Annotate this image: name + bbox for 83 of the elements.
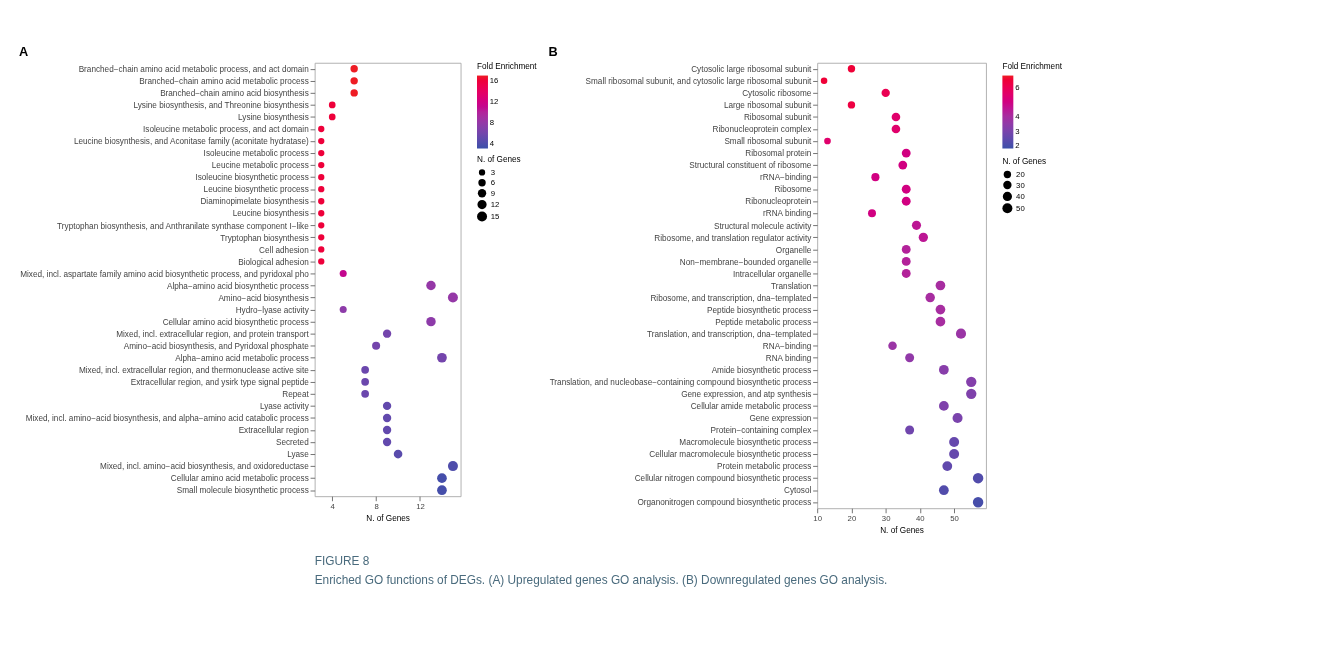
y-tick-label: Leucine metabolic process xyxy=(211,161,309,171)
caption: FIGURE 8 xyxy=(314,554,370,569)
y-tick-label: RNA−binding xyxy=(762,341,812,351)
y-tick-label: rRNA binding xyxy=(763,209,812,219)
y-tick-label: Diaminopimelate biosynthesis xyxy=(200,197,309,207)
y-tick-label: Alpha−amino acid metabolic process xyxy=(175,353,309,363)
y-tick-label: Cytosol xyxy=(783,486,812,496)
y-tick-label: Cytosolic large ribosomal subunit xyxy=(691,64,813,74)
y-tick-label: Organonitrogen compound biosynthetic process xyxy=(637,498,812,508)
y-tick-label: Cellular amino acid metabolic process xyxy=(170,474,309,484)
y-tick-label: Cytosolic ribosome xyxy=(742,89,812,99)
y-tick-label: Ribosome, and transcription, dna−templated xyxy=(650,293,812,303)
y-tick-label: Repeat xyxy=(282,390,310,400)
y-tick-label: Isoleucine metabolic process xyxy=(203,149,309,159)
legend-title: N. of Genes xyxy=(477,155,521,165)
y-tick-label: Lysine biosynthesis xyxy=(238,113,309,123)
y-tick-label: Leucine biosynthesis, and Aconitase family (aconitate hydratase) xyxy=(73,137,310,147)
y-tick-label: Ribonucleoprotein xyxy=(745,197,812,207)
y-tick-label: Translation, and transcription, dna−templated xyxy=(647,329,812,339)
y-tick-label: Organelle xyxy=(775,245,812,255)
y-tick-label: Lyase activity xyxy=(259,402,310,412)
y-tick-label: RNA binding xyxy=(765,353,812,363)
y-tick-label: Extracellular region xyxy=(238,426,310,436)
y-tick-label: Hydro−lyase activity xyxy=(235,305,310,315)
y-tick-label: Protein metabolic process xyxy=(717,462,812,472)
y-tick-label: Tryptophan biosynthesis xyxy=(220,233,309,243)
x-axis-title: N. of Genes xyxy=(366,513,410,523)
y-tick-label: Mixed, incl. extracellular region, and thermonuclease active site xyxy=(78,365,310,375)
y-tick-label: Small molecule biosynthetic process xyxy=(176,486,309,496)
y-tick-label: Lyase xyxy=(287,450,310,460)
y-tick-label: rRNA−binding xyxy=(760,173,812,183)
y-tick-label: Secreted xyxy=(275,438,310,448)
x-axis-title: N. of Genes xyxy=(880,525,924,535)
y-tick-label: Leucine biosynthetic process xyxy=(203,185,309,195)
y-tick-label: Non−membrane−bounded organelle xyxy=(679,257,812,267)
y-tick-label: Amino−acid biosynthesis xyxy=(218,293,309,303)
y-tick-label: Leucine biosynthesis xyxy=(232,209,309,219)
y-tick-label: Peptide biosynthetic process xyxy=(707,305,812,315)
y-tick-label: Ribonucleoprotein complex xyxy=(712,125,812,135)
y-tick-label: Cellular amide metabolic process xyxy=(690,402,812,412)
y-tick-label: Amino−acid biosynthesis, and Pyridoxal phosphate xyxy=(123,341,310,351)
y-tick-label: Ribosome xyxy=(774,185,812,195)
y-tick-label: Cell adhesion xyxy=(259,245,310,255)
y-tick-label: Large ribosomal subunit xyxy=(723,101,813,111)
color-bar-title: Fold Enrichment xyxy=(1002,62,1063,72)
y-tick-label: Structural constituent of ribosome xyxy=(689,161,812,171)
y-tick-label: Ribosomal protein xyxy=(745,149,812,159)
y-tick-label: Peptide metabolic process xyxy=(715,317,812,327)
y-tick-label: Amide biosynthetic process xyxy=(711,365,812,375)
y-tick-label: Cellular amino acid biosynthetic process xyxy=(162,317,309,327)
y-tick-label: Mixed, incl. amino−acid biosynthesis, and oxidoreductase xyxy=(100,462,310,472)
y-tick-label: Gene expression xyxy=(749,414,812,424)
y-tick-label: Protein−containing complex xyxy=(710,426,812,436)
y-tick-label: Ribosome, and translation regulator activity xyxy=(654,233,813,243)
y-tick-label: Mixed, incl. aspartate family amino acid biosynthetic process, and pyridoxal pho xyxy=(20,269,310,279)
text: Enriched GO functions of DEGs. (A) Upregulated genes GO analysis. (B) Downregulated genes GO analysis. xyxy=(314,572,888,587)
y-tick-label: Cellular macromolecule biosynthetic process xyxy=(649,450,812,460)
y-tick-label: Extracellular region, and ysirk type signal peptide xyxy=(130,378,310,388)
y-tick-label: Branched−chain amino acid biosynthesis xyxy=(160,89,309,99)
y-tick-label: Macromolecule biosynthetic process xyxy=(679,438,812,448)
y-tick-label: Gene expression, and atp synthesis xyxy=(681,390,812,400)
color-bar-title: Fold Enrichment xyxy=(477,62,538,72)
text: B xyxy=(548,44,558,60)
y-tick-label: Structural molecule activity xyxy=(713,221,813,231)
text: A xyxy=(19,44,29,60)
y-tick-label: Branched−chain amino acid metabolic process xyxy=(139,77,309,87)
y-tick-label: Cellular nitrogen compound biosynthetic process xyxy=(634,474,812,484)
y-tick-label: Mixed, incl. amino−acid biosynthesis, and alpha−amino acid catabolic process xyxy=(25,414,309,424)
y-tick-label: Ribosomal subunit xyxy=(743,113,813,123)
y-tick-label: Biological adhesion xyxy=(238,257,310,267)
y-tick-label: Translation, and nucleobase−containing compound biosynthetic process xyxy=(549,378,812,388)
legend-title: N. of Genes xyxy=(1002,157,1047,167)
y-tick-label: Branched−chain amino acid metabolic process, and act domain xyxy=(78,64,310,74)
y-tick-label: Isoleucine biosynthetic process xyxy=(195,173,309,183)
y-tick-label: Isoleucine metabolic process, and act domain xyxy=(143,125,310,135)
y-tick-label: Translation xyxy=(771,281,812,291)
y-tick-label: Lysine biosynthesis, and Threonine biosynthesis xyxy=(133,101,309,111)
y-tick-label: Intracellular organelle xyxy=(733,269,812,279)
y-tick-label: Tryptophan biosynthesis, and Anthranilate synthase component I−like xyxy=(57,221,310,231)
y-tick-label: Mixed, incl. extracellular region, and protein transport xyxy=(116,329,310,339)
y-tick-label: Small ribosomal subunit, and cytosolic large ribosomal subunit xyxy=(585,77,813,87)
y-tick-label: Small ribosomal subunit xyxy=(724,137,813,147)
y-tick-label: Alpha−amino acid biosynthetic process xyxy=(166,281,309,291)
